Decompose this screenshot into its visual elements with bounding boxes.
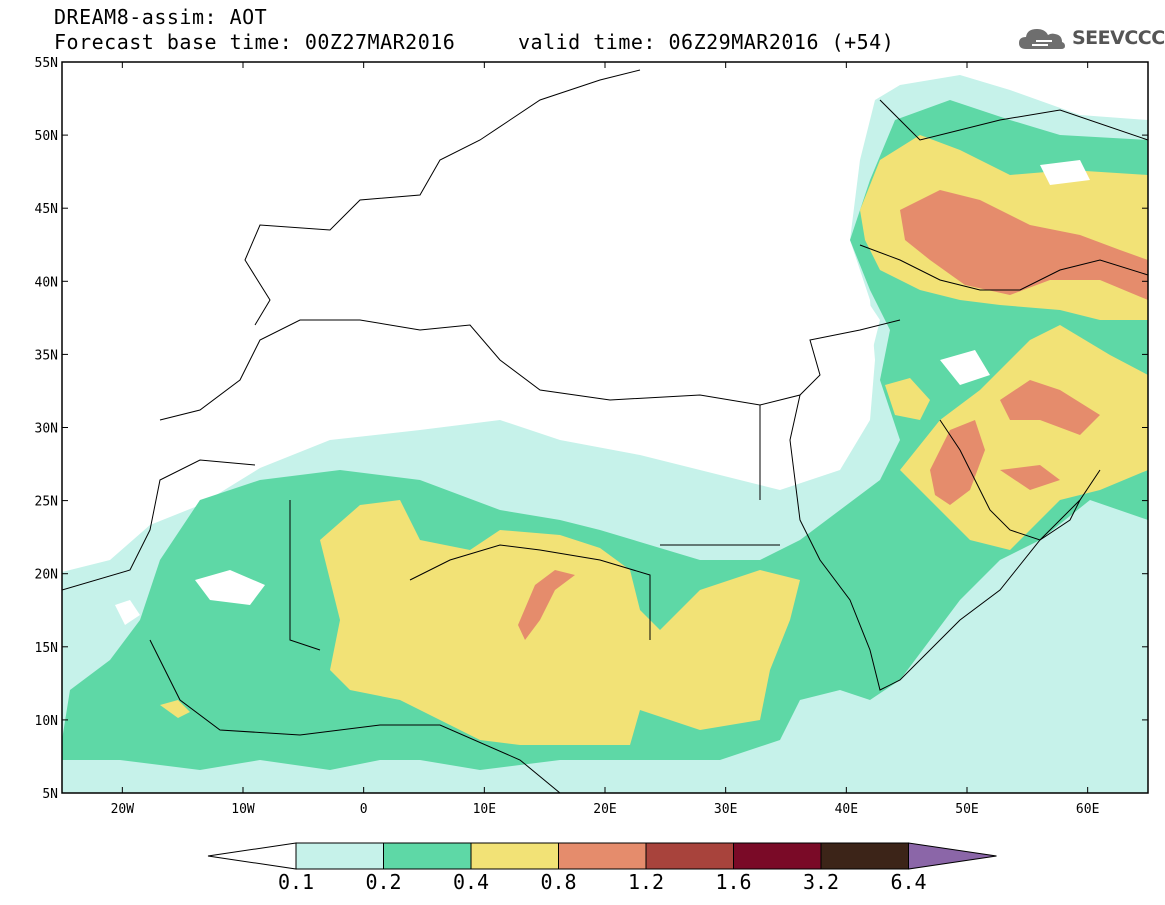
colorbar-label: 0.2 bbox=[365, 870, 401, 894]
colorbar-label: 1.6 bbox=[715, 870, 751, 894]
map-title: DREAM8-assim: AOT bbox=[54, 5, 268, 29]
colorbar-segment bbox=[470, 842, 559, 870]
lat-label: 10N bbox=[35, 714, 58, 729]
colorbar-label: 0.4 bbox=[453, 870, 489, 894]
colorbar-segment bbox=[820, 842, 909, 870]
colorbar-segment bbox=[558, 842, 647, 870]
lat-label: 45N bbox=[35, 202, 58, 217]
colorbar-low-arrow bbox=[207, 842, 297, 870]
colorbar-segment bbox=[645, 842, 734, 870]
colorbar: 0.1 0.2 0.4 0.8 1.2 1.6 3.2 6.4 bbox=[207, 842, 997, 894]
lat-label: 50N bbox=[35, 129, 58, 144]
seevccc-logo: SEEVCCC bbox=[1018, 25, 1165, 55]
lon-label: 0 bbox=[360, 802, 368, 817]
colorbar-label: 0.8 bbox=[540, 870, 576, 894]
colorbar-high-arrow bbox=[908, 842, 997, 870]
lat-label: 15N bbox=[35, 641, 58, 656]
lat-label: 5N bbox=[42, 787, 58, 802]
lon-label: 50E bbox=[955, 802, 978, 817]
colorbar-label: 0.1 bbox=[278, 870, 314, 894]
aot-level-0.8 bbox=[518, 190, 1148, 640]
lat-label: 35N bbox=[35, 348, 58, 363]
colorbar-label: 6.4 bbox=[890, 870, 926, 894]
latitude-axis: 55N 50N 45N 40N 35N 30N 25N 20N 15N 10N 5N bbox=[35, 56, 1148, 802]
colorbar-label: 1.2 bbox=[628, 870, 664, 894]
coastlines bbox=[62, 69, 1148, 793]
aot-clear-areas bbox=[62, 62, 1090, 625]
colorbar-segment bbox=[295, 842, 384, 870]
aot-level-0.2 bbox=[62, 100, 1148, 770]
lat-label: 20N bbox=[35, 568, 58, 583]
lat-label: 40N bbox=[35, 275, 58, 290]
lon-label: 60E bbox=[1076, 802, 1099, 817]
forecast-time-line: Forecast base time: 00Z27MAR2016 valid t… bbox=[54, 30, 895, 54]
lon-label: 10E bbox=[473, 802, 496, 817]
colorbar-label: 3.2 bbox=[803, 870, 839, 894]
lon-label: 20E bbox=[593, 802, 616, 817]
aot-field bbox=[62, 62, 1148, 793]
cloud-icon bbox=[1019, 29, 1065, 49]
colorbar-segment bbox=[733, 842, 822, 870]
lon-label: 10W bbox=[231, 802, 255, 817]
lon-label: 20W bbox=[111, 802, 135, 817]
lon-label: 30E bbox=[714, 802, 737, 817]
longitude-axis: 20W 10W 0 10E 20E 30E 40E 50E 60E bbox=[111, 62, 1099, 817]
lat-label: 30N bbox=[35, 422, 58, 437]
colorbar-segment bbox=[383, 842, 472, 870]
lat-label: 25N bbox=[35, 495, 58, 510]
logo-text: SEEVCCC bbox=[1072, 27, 1165, 49]
lon-label: 40E bbox=[835, 802, 858, 817]
lat-label: 55N bbox=[35, 56, 58, 71]
